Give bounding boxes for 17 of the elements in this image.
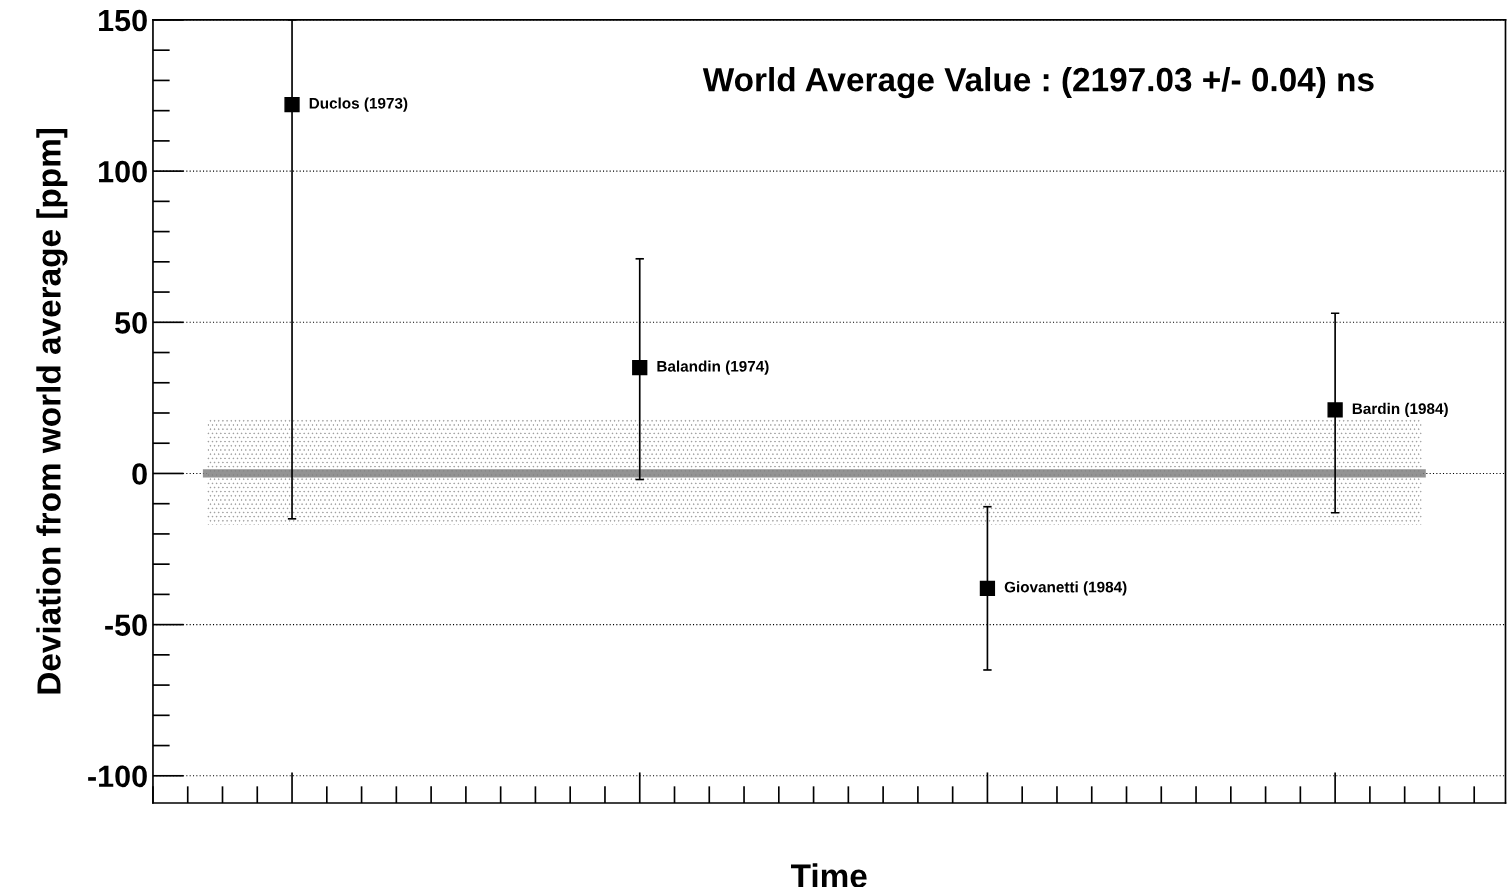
y-tick-label: -50 <box>105 614 147 636</box>
series-label: Duclos (1973) <box>309 97 408 112</box>
y-axis-title: Deviation from world average [ppm] <box>36 129 68 694</box>
y-tick-label: -100 <box>88 765 147 788</box>
y-tick-label: 50 <box>115 312 147 334</box>
point <box>632 360 648 376</box>
point <box>1327 402 1343 418</box>
series-label: Giovanetti (1984) <box>1004 581 1127 596</box>
y-tick-label: 100 <box>99 160 147 183</box>
series-label: Bardin (1984) <box>1352 402 1448 418</box>
point <box>979 580 996 596</box>
y-tick-label: 0 <box>132 463 147 485</box>
series-label: Balandin (1974) <box>657 360 769 375</box>
x-axis-title: Time <box>790 863 867 887</box>
y-tick-label: 150 <box>99 9 147 32</box>
text: World Average Value : (2197.03 +/- 0.04) ns <box>702 66 1374 99</box>
point <box>284 96 300 113</box>
